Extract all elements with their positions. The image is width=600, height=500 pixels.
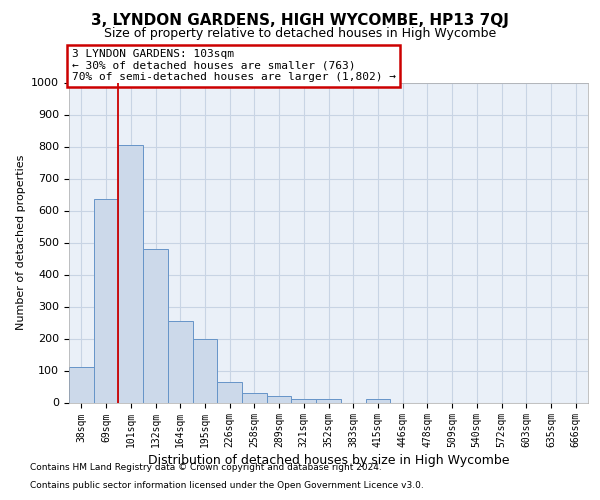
Bar <box>193 338 217 402</box>
Bar <box>267 396 292 402</box>
X-axis label: Distribution of detached houses by size in High Wycombe: Distribution of detached houses by size … <box>148 454 509 468</box>
Bar <box>292 400 316 402</box>
Text: 3 LYNDON GARDENS: 103sqm
← 30% of detached houses are smaller (763)
70% of semi-: 3 LYNDON GARDENS: 103sqm ← 30% of detach… <box>71 50 395 82</box>
Text: Size of property relative to detached houses in High Wycombe: Size of property relative to detached ho… <box>104 28 496 40</box>
Text: Contains HM Land Registry data © Crown copyright and database right 2024.: Contains HM Land Registry data © Crown c… <box>30 464 382 472</box>
Bar <box>69 368 94 402</box>
Text: Contains public sector information licensed under the Open Government Licence v3: Contains public sector information licen… <box>30 481 424 490</box>
Bar <box>316 400 341 402</box>
Bar <box>217 382 242 402</box>
Bar <box>168 321 193 402</box>
Bar <box>242 393 267 402</box>
Bar <box>365 400 390 402</box>
Bar <box>143 249 168 402</box>
Text: 3, LYNDON GARDENS, HIGH WYCOMBE, HP13 7QJ: 3, LYNDON GARDENS, HIGH WYCOMBE, HP13 7Q… <box>91 12 509 28</box>
Bar <box>118 145 143 403</box>
Bar <box>94 200 118 402</box>
Y-axis label: Number of detached properties: Number of detached properties <box>16 155 26 330</box>
